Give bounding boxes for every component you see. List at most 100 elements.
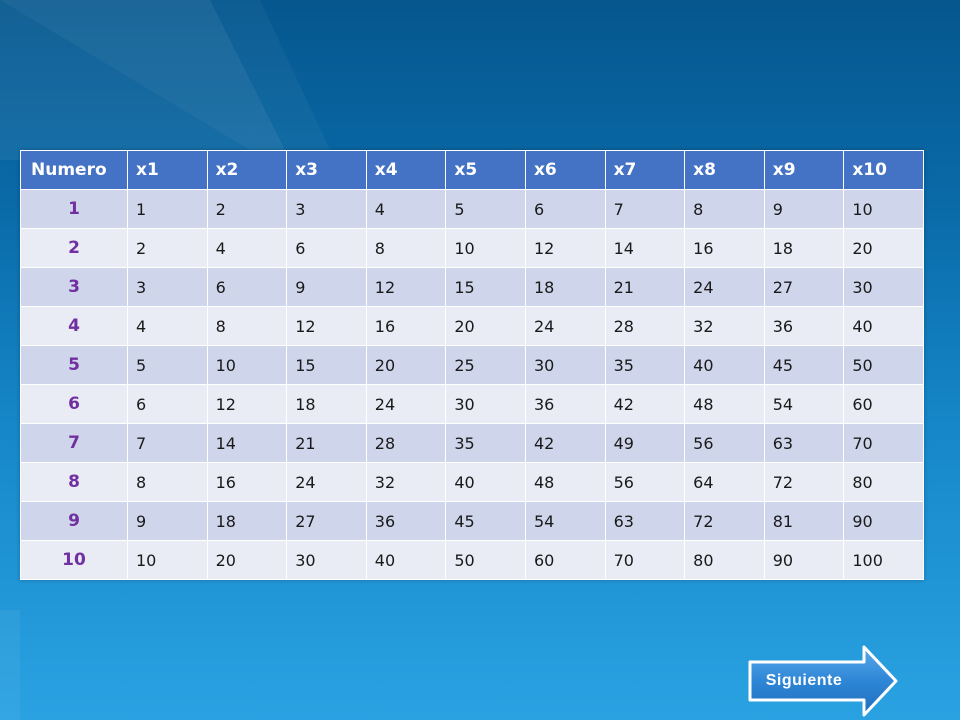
table-cell: 9: [286, 267, 367, 307]
table-cell: 40: [365, 540, 447, 580]
table-row: 1 1 2 3 4 5 6 7 8 9 10: [20, 189, 924, 229]
table-cell: 81: [763, 501, 845, 541]
table-cell: 63: [604, 501, 686, 541]
column-header: x3: [286, 150, 367, 190]
column-header: x8: [684, 150, 765, 190]
table-cell: 90: [763, 540, 845, 580]
table-cell: 28: [365, 423, 447, 463]
next-button[interactable]: Siguiente: [746, 644, 898, 718]
table-row: 2 2 4 6 8 10 12 14 16 18 20: [20, 228, 924, 268]
row-label: 8: [20, 462, 128, 502]
table-cell: 54: [763, 384, 845, 424]
table-cell: 10: [127, 540, 208, 580]
table-cell: 16: [365, 306, 447, 346]
column-header: x10: [843, 150, 924, 190]
table-cell: 9: [127, 501, 208, 541]
table-cell: 18: [206, 501, 288, 541]
table-cell: 6: [206, 267, 288, 307]
table-row: 3 3 6 9 12 15 18 21 24 27 30: [20, 267, 924, 307]
table-cell: 2: [127, 228, 208, 268]
column-header: x5: [445, 150, 526, 190]
table-cell: 16: [206, 462, 288, 502]
table-cell: 9: [763, 189, 845, 229]
table-cell: 50: [445, 540, 526, 580]
table-cell: 56: [684, 423, 765, 463]
table-row: 7 7 14 21 28 35 42 49 56 63 70: [20, 423, 924, 463]
table-cell: 14: [604, 228, 686, 268]
table-cell: 3: [286, 189, 367, 229]
table-cell: 20: [843, 228, 924, 268]
table-row: 4 4 8 12 16 20 24 28 32 36 40: [20, 306, 924, 346]
table-cell: 50: [843, 345, 924, 385]
table-cell: 18: [763, 228, 845, 268]
table-cell: 40: [684, 345, 765, 385]
table-header-row: Numero x1 x2 x3 x4 x5 x6 x7 x8 x9 x10: [20, 150, 924, 190]
table-cell: 40: [843, 306, 924, 346]
table-cell: 24: [286, 462, 367, 502]
table-cell: 49: [604, 423, 686, 463]
table-cell: 80: [843, 462, 924, 502]
table-cell: 24: [524, 306, 606, 346]
row-label: 3: [20, 267, 128, 307]
table-cell: 36: [365, 501, 447, 541]
table-cell: 8: [684, 189, 765, 229]
table-cell: 24: [684, 267, 765, 307]
table-cell: 6: [524, 189, 606, 229]
table-cell: 27: [763, 267, 845, 307]
table-cell: 100: [843, 540, 924, 580]
table-row: 5 5 10 15 20 25 30 35 40 45 50: [20, 345, 924, 385]
column-header: x6: [524, 150, 606, 190]
table-row: 9 9 18 27 36 45 54 63 72 81 90: [20, 501, 924, 541]
column-header-numero: Numero: [20, 150, 128, 190]
table-cell: 5: [127, 345, 208, 385]
table-cell: 10: [206, 345, 288, 385]
table-cell: 42: [524, 423, 606, 463]
row-label: 2: [20, 228, 128, 268]
table-cell: 8: [127, 462, 208, 502]
column-header: x2: [206, 150, 288, 190]
table-cell: 1: [127, 189, 208, 229]
row-label: 7: [20, 423, 128, 463]
table-cell: 10: [843, 189, 924, 229]
table-cell: 20: [445, 306, 526, 346]
row-label: 4: [20, 306, 128, 346]
table-cell: 30: [445, 384, 526, 424]
table-body: 1 1 2 3 4 5 6 7 8 9 10 2 2 4 6 8 10 12 14 16 18 20 3 3 6 9 12 15 18 2…: [20, 189, 924, 580]
table-cell: 60: [524, 540, 606, 580]
table-cell: 2: [206, 189, 288, 229]
table-cell: 70: [604, 540, 686, 580]
table-cell: 21: [286, 423, 367, 463]
table-cell: 56: [604, 462, 686, 502]
table-row: 6 6 12 18 24 30 36 42 48 54 60: [20, 384, 924, 424]
table-row: 10 10 20 30 40 50 60 70 80 90 100: [20, 540, 924, 580]
table-cell: 28: [604, 306, 686, 346]
column-header: x7: [604, 150, 686, 190]
table-cell: 27: [286, 501, 367, 541]
table-cell: 40: [445, 462, 526, 502]
table-cell: 63: [763, 423, 845, 463]
column-header: x4: [365, 150, 447, 190]
table-cell: 72: [684, 501, 765, 541]
column-header: x1: [127, 150, 208, 190]
table-cell: 3: [127, 267, 208, 307]
table-cell: 16: [684, 228, 765, 268]
row-label: 9: [20, 501, 128, 541]
table-cell: 36: [763, 306, 845, 346]
table-cell: 6: [286, 228, 367, 268]
table-cell: 24: [365, 384, 447, 424]
table-cell: 35: [604, 345, 686, 385]
table-cell: 14: [206, 423, 288, 463]
row-label: 1: [20, 189, 128, 229]
table-cell: 6: [127, 384, 208, 424]
table-cell: 18: [524, 267, 606, 307]
table-cell: 72: [763, 462, 845, 502]
table-cell: 7: [604, 189, 686, 229]
table-cell: 30: [843, 267, 924, 307]
table-cell: 20: [206, 540, 288, 580]
row-label: 5: [20, 345, 128, 385]
table-cell: 60: [843, 384, 924, 424]
table-cell: 4: [206, 228, 288, 268]
table-cell: 48: [684, 384, 765, 424]
